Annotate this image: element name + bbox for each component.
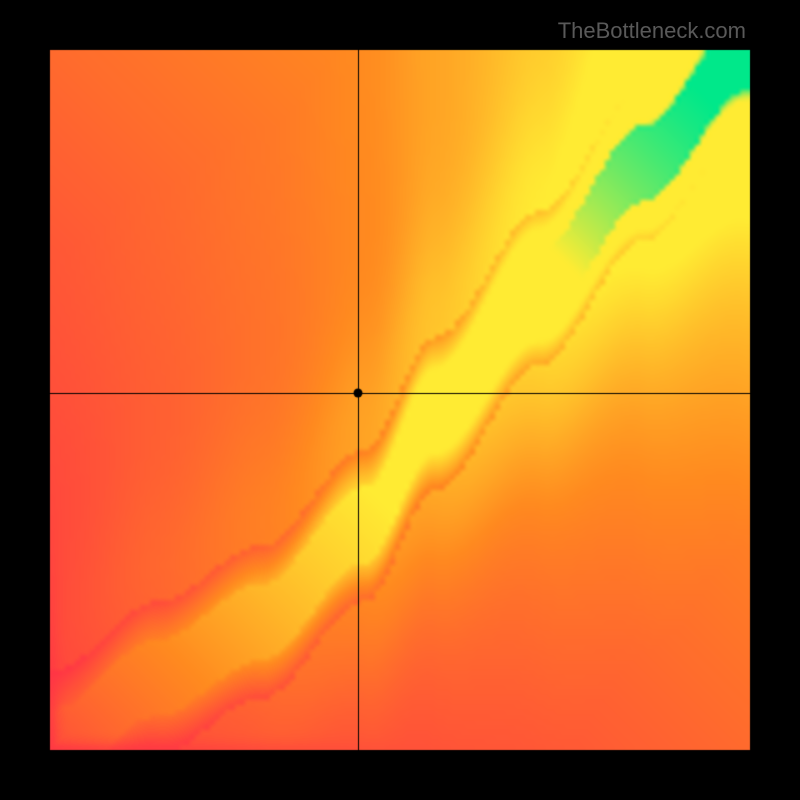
bottleneck-heatmap <box>0 0 800 800</box>
watermark-text: TheBottleneck.com <box>558 18 746 44</box>
